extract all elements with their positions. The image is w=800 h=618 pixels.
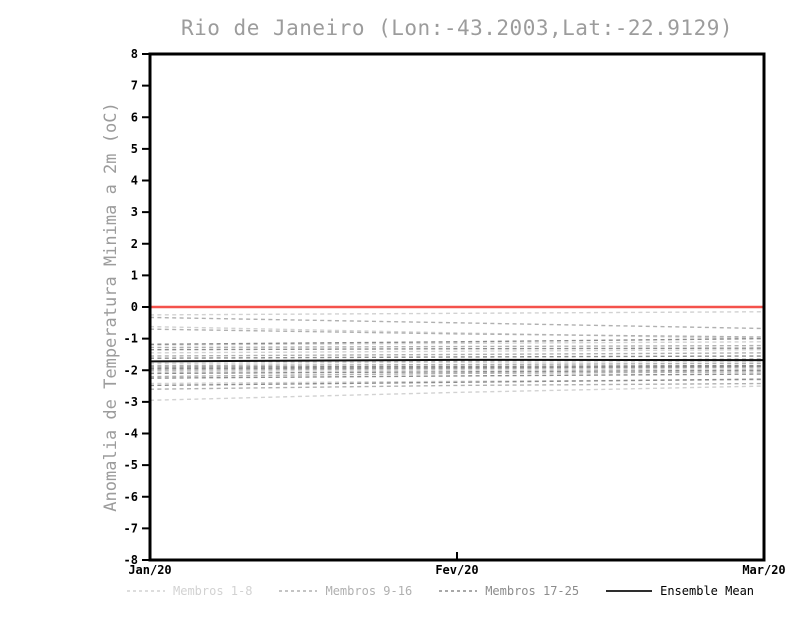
- y-tick-label: 8: [131, 47, 138, 61]
- member-line: [149, 385, 765, 401]
- y-tick-label: 3: [131, 205, 138, 219]
- legend-item: Ensemble Mean: [606, 584, 754, 598]
- member-line: [149, 378, 765, 387]
- y-tick-label: -3: [124, 395, 138, 409]
- ensemble-mean-line: [149, 358, 765, 363]
- legend-line-sample-icon: [279, 590, 318, 592]
- member-line: [149, 348, 765, 354]
- member-line: [149, 366, 765, 371]
- legend-line-sample-icon: [439, 590, 478, 592]
- member-line: [149, 341, 765, 346]
- member-line: [149, 373, 765, 379]
- legend-label: Membros 1-8: [173, 584, 253, 598]
- y-tick-label: -8: [124, 553, 138, 567]
- member-line: [149, 316, 765, 330]
- member-line: [149, 360, 765, 364]
- y-tick-label: 2: [131, 237, 138, 251]
- y-tick-label: 1: [131, 268, 138, 282]
- chart-title: Rio de Janeiro (Lon:-43.2003,Lat:-22.912…: [180, 16, 733, 40]
- legend-label: Membros 9-16: [325, 584, 413, 598]
- y-tick-label: 6: [131, 110, 138, 124]
- member-line: [149, 337, 765, 346]
- y-tick-label: -4: [124, 427, 138, 441]
- member-line: [149, 347, 765, 351]
- member-line: [149, 352, 765, 357]
- member-line: [149, 364, 765, 368]
- legend-item: Membros 1-8: [127, 584, 252, 598]
- member-line: [149, 365, 765, 370]
- y-tick-label: 4: [131, 174, 138, 188]
- x-tick-label: Mar/20: [742, 563, 785, 577]
- y-tick-label: -7: [124, 521, 138, 535]
- y-tick-label: -6: [124, 490, 138, 504]
- legend: Membros 1-8 Membros 9-16 Membros 17-25 Ense…: [127, 584, 754, 598]
- legend-line-sample-icon: [606, 590, 653, 592]
- y-tick-label: -5: [124, 458, 138, 472]
- member-line: [149, 367, 765, 373]
- legend-line-sample-icon: [127, 590, 165, 592]
- y-tick-label: 5: [131, 142, 138, 156]
- member-line: [149, 369, 765, 375]
- y-tick-label: 0: [131, 300, 138, 314]
- x-tick-label: Jan/20: [128, 563, 171, 577]
- legend-label: Ensemble Mean: [660, 584, 755, 598]
- legend-item: Membros 9-16: [279, 584, 412, 598]
- member-line: [149, 325, 765, 340]
- member-line: [149, 344, 765, 349]
- legend-item: Membros 17-25: [439, 584, 579, 598]
- member-line: [149, 371, 765, 378]
- member-line: [149, 362, 765, 367]
- member-line: [149, 311, 765, 316]
- x-tick-label: Fev/20: [435, 563, 478, 577]
- member-line: [149, 328, 765, 338]
- legend-label: Membros 17-25: [485, 584, 580, 598]
- y-tick-label: -1: [124, 332, 138, 346]
- member-line: [149, 355, 765, 359]
- y-tick-label: 7: [131, 79, 138, 93]
- y-tick-label: -2: [124, 363, 138, 377]
- member-line: [149, 382, 765, 390]
